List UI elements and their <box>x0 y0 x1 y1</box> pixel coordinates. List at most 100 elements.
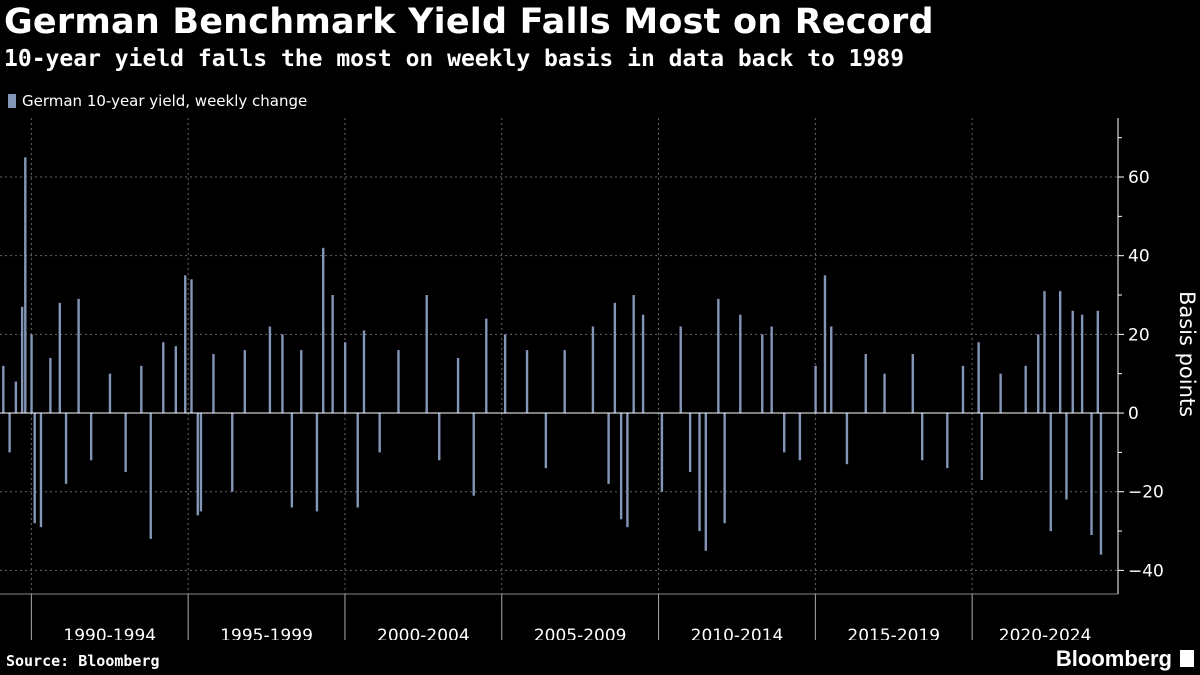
bar <box>1058 291 1062 414</box>
bar <box>174 346 178 414</box>
bar <box>503 334 507 414</box>
chart-plot: −40 −20 0 20 40 60 1990-1994 1995-1999 2000-2004… <box>0 118 1199 640</box>
x-tick-label: 2010-2014 <box>691 626 784 640</box>
bar <box>199 413 203 512</box>
chart-legend: German 10-year yield, weekly change <box>8 92 307 110</box>
bar <box>184 275 187 414</box>
legend-swatch <box>8 94 16 108</box>
bar <box>331 295 334 414</box>
bar <box>999 373 1002 414</box>
bar <box>2 365 5 414</box>
bar <box>149 413 152 539</box>
bar <box>196 413 199 516</box>
bar <box>717 298 720 414</box>
bar <box>525 350 529 414</box>
bar <box>243 350 247 414</box>
bar <box>315 413 319 512</box>
bar <box>425 295 428 414</box>
bar <box>64 413 68 484</box>
bar <box>49 357 52 414</box>
x-tick-label: 1990-1994 <box>63 626 156 640</box>
bar <box>39 413 43 528</box>
bar <box>290 413 294 508</box>
bar <box>563 350 566 414</box>
bar <box>1071 310 1074 414</box>
bar <box>140 365 143 414</box>
bar <box>698 413 701 532</box>
bar <box>723 413 726 524</box>
bar <box>485 318 488 414</box>
bar <box>1049 413 1052 532</box>
bar <box>613 302 617 414</box>
bar <box>814 365 817 414</box>
bar <box>761 334 764 414</box>
bar <box>1065 413 1068 500</box>
bar <box>1043 291 1046 414</box>
y-tick-label: 20 <box>1128 325 1150 345</box>
y-tick-label: −40 <box>1128 561 1164 581</box>
bar <box>1024 365 1027 414</box>
bar <box>108 373 112 414</box>
bar <box>1096 310 1100 414</box>
bar <box>798 413 802 461</box>
bar <box>33 413 36 524</box>
bar <box>739 314 742 414</box>
bar <box>378 413 381 453</box>
bar <box>343 342 347 414</box>
bar <box>544 413 548 469</box>
x-tick-label: 2005-2009 <box>534 626 627 640</box>
legend-label: German 10-year yield, weekly change <box>22 92 308 110</box>
bar <box>8 413 11 453</box>
chart-subtitle: 10-year yield falls the most on weekly b… <box>4 46 905 72</box>
y-tick-label: 0 <box>1128 404 1139 424</box>
bar <box>356 413 359 508</box>
bar <box>883 373 886 414</box>
bar <box>281 334 284 414</box>
bar <box>77 298 80 414</box>
bar <box>660 413 664 492</box>
bar <box>641 314 645 414</box>
bloomberg-mark-icon <box>1180 650 1194 667</box>
bar <box>1037 334 1040 414</box>
bar <box>20 306 24 414</box>
bar <box>977 342 980 414</box>
bar <box>322 247 325 414</box>
bar <box>397 350 400 414</box>
bar <box>190 279 193 414</box>
bar <box>911 354 914 414</box>
bar <box>591 326 595 414</box>
x-tick-label: 1995-1999 <box>220 626 313 640</box>
bar <box>626 413 629 528</box>
y-tick-label: 60 <box>1128 168 1150 188</box>
bar <box>980 413 983 480</box>
bar <box>632 295 635 414</box>
bar <box>30 334 33 414</box>
source-note: Source: Bloomberg <box>6 652 160 670</box>
bar <box>688 413 692 473</box>
bar <box>300 350 303 414</box>
bar <box>14 381 18 414</box>
bar <box>472 413 475 496</box>
bar <box>362 330 366 414</box>
y-tick-label: −20 <box>1128 483 1164 503</box>
bar <box>268 326 272 414</box>
bar <box>770 326 773 414</box>
x-tick-label: 2000-2004 <box>377 626 470 640</box>
chart-title: German Benchmark Yield Falls Most on Rec… <box>4 2 934 42</box>
y-tick-label: 40 <box>1128 247 1150 267</box>
bar <box>607 413 610 484</box>
bar <box>961 365 965 414</box>
bar <box>920 413 924 461</box>
bar <box>679 326 682 414</box>
bar <box>438 413 441 461</box>
x-tick-label: 2020-2024 <box>999 626 1092 640</box>
bar <box>456 357 460 414</box>
y-axis-label: Basis points <box>1175 291 1199 417</box>
bar <box>162 342 165 414</box>
bar <box>864 354 867 414</box>
bar <box>1099 413 1103 555</box>
bar <box>231 413 234 492</box>
bar <box>1080 314 1084 414</box>
bar <box>1090 413 1093 535</box>
bar <box>783 413 786 453</box>
